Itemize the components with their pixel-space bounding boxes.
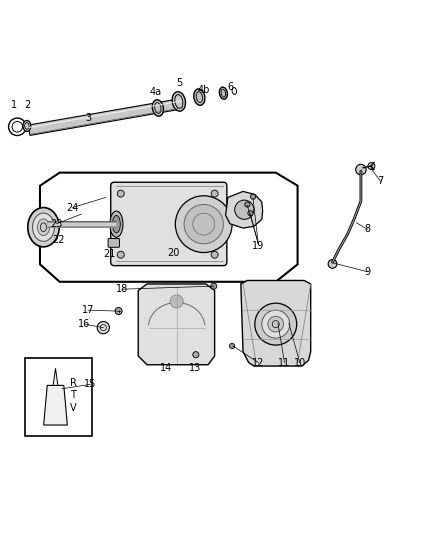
Ellipse shape xyxy=(37,219,49,236)
Circle shape xyxy=(117,251,124,258)
Polygon shape xyxy=(53,368,58,385)
Text: V: V xyxy=(70,403,77,413)
Circle shape xyxy=(117,190,124,197)
Circle shape xyxy=(115,308,122,314)
Circle shape xyxy=(245,202,250,207)
Ellipse shape xyxy=(172,92,186,111)
Circle shape xyxy=(248,211,253,216)
Circle shape xyxy=(184,205,223,244)
Circle shape xyxy=(211,251,218,258)
Text: 23: 23 xyxy=(50,219,63,229)
Text: 15: 15 xyxy=(84,379,96,390)
Text: 9: 9 xyxy=(364,266,371,277)
Text: 10: 10 xyxy=(293,358,306,368)
Ellipse shape xyxy=(219,87,227,99)
Ellipse shape xyxy=(194,89,205,106)
Circle shape xyxy=(235,200,254,220)
Circle shape xyxy=(262,310,290,338)
Text: 21: 21 xyxy=(103,249,115,259)
Text: 3: 3 xyxy=(85,113,91,123)
Polygon shape xyxy=(28,99,183,135)
Circle shape xyxy=(211,283,217,289)
Circle shape xyxy=(356,164,366,175)
Text: 22: 22 xyxy=(52,235,64,245)
Polygon shape xyxy=(138,284,215,365)
Text: R: R xyxy=(70,378,77,388)
Ellipse shape xyxy=(113,215,120,233)
Polygon shape xyxy=(44,385,67,425)
Text: 17: 17 xyxy=(82,305,94,315)
Text: T: T xyxy=(71,391,76,400)
Ellipse shape xyxy=(152,100,163,116)
Text: 14: 14 xyxy=(159,363,172,373)
Circle shape xyxy=(328,260,337,268)
Text: 4a: 4a xyxy=(150,87,162,97)
Text: 7: 7 xyxy=(378,176,384,187)
Bar xyxy=(25,358,92,436)
Text: 13: 13 xyxy=(189,363,201,373)
Ellipse shape xyxy=(32,213,54,241)
Circle shape xyxy=(255,303,297,345)
Circle shape xyxy=(175,196,232,253)
FancyBboxPatch shape xyxy=(111,182,227,265)
Circle shape xyxy=(211,190,218,197)
Text: 11: 11 xyxy=(279,358,291,368)
Circle shape xyxy=(97,321,110,334)
Ellipse shape xyxy=(28,207,59,247)
Text: 24: 24 xyxy=(67,203,79,213)
Circle shape xyxy=(268,316,284,332)
Text: 8: 8 xyxy=(364,224,371,235)
Circle shape xyxy=(251,194,256,199)
Text: 19: 19 xyxy=(252,240,265,251)
Circle shape xyxy=(193,352,199,358)
FancyBboxPatch shape xyxy=(108,239,120,247)
Circle shape xyxy=(230,343,235,349)
Text: 6: 6 xyxy=(228,83,234,93)
Text: 1: 1 xyxy=(11,100,17,110)
Text: 4b: 4b xyxy=(198,85,210,95)
Text: 5: 5 xyxy=(177,78,183,88)
Ellipse shape xyxy=(110,211,123,237)
Polygon shape xyxy=(241,280,311,366)
Ellipse shape xyxy=(23,120,31,131)
Text: 18: 18 xyxy=(116,284,128,294)
Circle shape xyxy=(170,295,183,308)
Text: 2: 2 xyxy=(25,100,31,110)
Text: 12: 12 xyxy=(252,358,265,368)
Polygon shape xyxy=(226,191,263,228)
Text: 20: 20 xyxy=(167,248,179,259)
Text: 16: 16 xyxy=(78,319,91,329)
Circle shape xyxy=(368,163,375,169)
